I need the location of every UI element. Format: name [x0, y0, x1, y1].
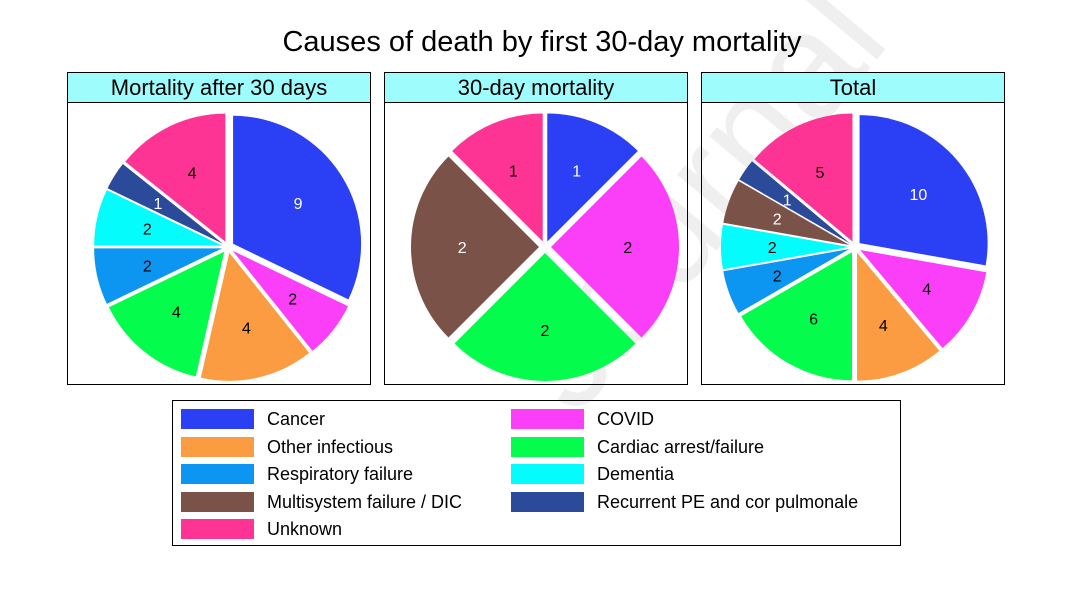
- pie-slice-recurrent-pe-and-cor-pulmonale: [107, 164, 223, 244]
- slice-label-cancer: 9: [294, 196, 303, 213]
- pie-slice-cardiac-arrest-failure: [741, 252, 852, 381]
- legend-swatch: [511, 436, 584, 457]
- legend-label: Cardiac arrest/failure: [597, 436, 765, 457]
- slice-label-unknown: 1: [509, 164, 518, 181]
- panel-title: 30-day mortality: [385, 73, 687, 103]
- pie-slice-other-infectious: [857, 252, 940, 381]
- legend-swatch: [511, 409, 584, 429]
- pie-slice-covid: [860, 250, 987, 349]
- legend: Cancer COVID Other infectious Cardiac arres…: [172, 400, 901, 546]
- slice-label-cancer: 1: [572, 164, 581, 181]
- legend-label: Multisystem failure / DIC: [267, 491, 463, 512]
- pie-slice-dementia: [94, 190, 223, 246]
- legend-label: Cancer: [267, 409, 326, 429]
- pie-slice-cardiac-arrest-failure: [108, 251, 225, 377]
- pie-panel-30-day: 30-day mortality 1 2 2 2 1: [384, 72, 688, 385]
- legend-label: Respiratory failure: [267, 464, 414, 484]
- slice-label-covid: 4: [922, 281, 931, 298]
- slice-label-recurrent-pe-and-cor-pulmonale: 1: [153, 196, 162, 213]
- slice-label-unknown: 4: [188, 165, 197, 182]
- slice-label-dementia: 2: [768, 240, 777, 257]
- pie-slice-unknown: [754, 113, 853, 242]
- pie-slice-multisystem-failure-dic: [723, 180, 850, 245]
- pie-slice-covid: [232, 250, 349, 351]
- pie-slice-multisystem-failure-dic: [411, 156, 539, 338]
- slice-label-multisystem-failure-dic: 2: [773, 212, 782, 229]
- pie-slice-recurrent-pe-and-cor-pulmonale: [739, 161, 851, 244]
- slice-label-recurrent-pe-and-cor-pulmonale: 1: [783, 193, 792, 210]
- pie-slice-cardiac-arrest-failure: [454, 253, 636, 381]
- legend-swatch: [181, 491, 254, 512]
- panel-title: Total: [702, 73, 1004, 103]
- chart-title: Causes of death by first 30-day mortalit…: [282, 26, 802, 58]
- slice-label-cancer: 10: [910, 187, 928, 204]
- pie-panel-total: Total 10 4 4 6 2 2 2 1 5: [701, 72, 1005, 385]
- slice-label-unknown: 5: [816, 165, 825, 182]
- legend-swatch: [181, 464, 254, 484]
- legend-label: Unknown: [267, 519, 343, 539]
- slice-label-dementia: 2: [143, 222, 152, 239]
- legend-swatch: [181, 436, 254, 457]
- slice-label-respiratory-failure: 2: [773, 268, 782, 285]
- slice-label-covid: 2: [288, 292, 297, 309]
- panel-title: Mortality after 30 days: [68, 73, 370, 103]
- pie-slice-other-infectious: [200, 252, 310, 381]
- pie-slice-cancer: [547, 113, 638, 242]
- slice-label-respiratory-failure: 2: [143, 258, 152, 275]
- slice-label-cardiac-arrest-failure: 4: [172, 305, 181, 322]
- pie-chart: 1 2 2 2 1: [411, 113, 679, 381]
- pie-slice-unknown: [125, 113, 226, 242]
- slice-label-cardiac-arrest-failure: 6: [809, 312, 818, 329]
- pie-slice-covid: [551, 156, 679, 338]
- legend-swatch: [181, 519, 254, 539]
- pie-slice-unknown: [452, 113, 543, 242]
- legend-swatch: [511, 491, 584, 512]
- slice-label-cardiac-arrest-failure: 2: [541, 323, 550, 340]
- pie-slice-cancer: [233, 115, 362, 300]
- legend-label: Other infectious: [267, 436, 394, 457]
- legend-swatch: [181, 409, 254, 429]
- pie-slice-respiratory-failure: [723, 249, 850, 314]
- pie-slice-respiratory-failure: [94, 248, 223, 304]
- pie-slice-cancer: [859, 115, 988, 266]
- slice-label-covid: 2: [623, 240, 632, 257]
- slice-label-other-infectious: 4: [242, 321, 251, 338]
- slice-label-multisystem-failure-dic: 2: [458, 240, 467, 257]
- slice-label-other-infectious: 4: [879, 318, 888, 335]
- legend-label: Recurrent PE and cor pulmonale: [597, 491, 859, 512]
- legend-label: Dementia: [597, 464, 675, 484]
- pie-slice-dementia: [721, 224, 849, 270]
- legend-label: COVID: [597, 409, 655, 429]
- legend-swatch: [511, 464, 584, 484]
